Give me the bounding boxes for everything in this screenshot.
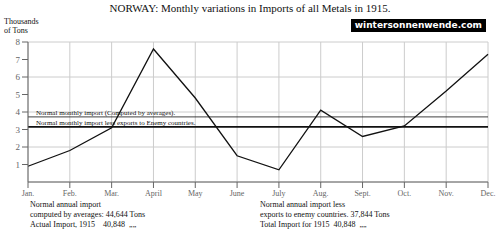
html-text:Normal annual import: Normal annual import bbox=[30, 200, 102, 209]
html-text:Total Import for 1915 40,848 „: Total Import for 1915 40,848 „„ bbox=[260, 220, 367, 229]
svg-text:Sept.: Sept. bbox=[354, 189, 370, 198]
html-text:exports to enemy countries. 37: exports to enemy countries. 37,844 Tons bbox=[260, 210, 390, 219]
svg-text:3: 3 bbox=[16, 125, 21, 135]
svg-text:Dec.: Dec. bbox=[481, 189, 492, 198]
svg-text:June: June bbox=[230, 189, 245, 198]
svg-text:Oct.: Oct. bbox=[398, 189, 412, 198]
svg-text:5: 5 bbox=[16, 90, 21, 100]
svg-text:Feb.: Feb. bbox=[63, 189, 77, 198]
svg-text:7: 7 bbox=[16, 55, 21, 65]
svg-text:April: April bbox=[145, 189, 163, 198]
html-text:Thousands: Thousands bbox=[4, 17, 39, 26]
svg-text:1: 1 bbox=[16, 160, 21, 170]
html-text:NORWAY: Monthly variations in: NORWAY: Monthly variations in Imports of… bbox=[109, 2, 391, 14]
svg-text:Normal monthly import (Compute: Normal monthly import (Computed by avera… bbox=[36, 109, 175, 117]
html-text:Actual Import, 1915 40,848 „„: Actual Import, 1915 40,848 „„ bbox=[30, 220, 137, 229]
svg-text:6: 6 bbox=[16, 72, 21, 82]
svg-text:Aug.: Aug. bbox=[313, 189, 329, 198]
svg-text:Nov.: Nov. bbox=[439, 189, 454, 198]
svg-text:8: 8 bbox=[16, 37, 21, 47]
svg-text:May: May bbox=[188, 189, 203, 198]
html-text:computed by averages: 44,644 T: computed by averages: 44,644 Tons bbox=[30, 210, 145, 219]
html-text:wintersonnenwende.com: wintersonnenwende.com bbox=[354, 20, 482, 30]
svg-text:Normal monthly import less exp: Normal monthly import less exports to En… bbox=[36, 118, 196, 127]
svg-text:4: 4 bbox=[16, 107, 21, 117]
svg-text:Mar.: Mar. bbox=[104, 189, 119, 198]
html-text:of Tons: of Tons bbox=[4, 26, 28, 35]
svg-text:2: 2 bbox=[16, 142, 21, 152]
html-text:Normal annual import less: Normal annual import less bbox=[260, 200, 346, 209]
svg-text:July: July bbox=[272, 189, 285, 198]
svg-text:Jan.: Jan. bbox=[22, 189, 35, 198]
